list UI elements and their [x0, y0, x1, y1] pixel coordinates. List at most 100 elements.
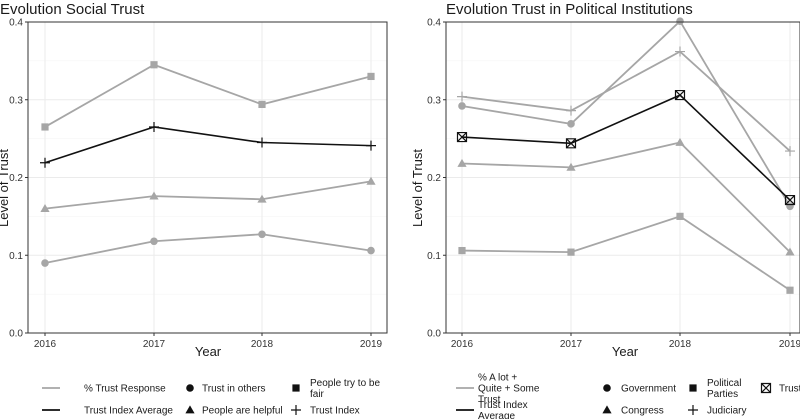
series-line: [461, 141, 791, 253]
social-trust-panel: Evolution Social Trust 0.0 0.1 0.2 0.3 0.4 20…: [0, 1, 388, 417]
y-tick-label: 0.1: [9, 251, 23, 262]
data-point: [40, 204, 50, 212]
x-axis-label: Year: [612, 344, 639, 359]
x-tick-label: 2019: [360, 339, 383, 350]
legend-label: Trust Index: [779, 384, 800, 395]
x-tick-label: 2017: [560, 339, 583, 350]
series-line: [44, 63, 372, 128]
legend-label: People try to be fair: [310, 378, 380, 400]
data-point: [676, 212, 684, 220]
data-point: [785, 146, 795, 157]
legend-label: % Trust Response: [84, 384, 166, 395]
legend-marker-key: [292, 384, 300, 392]
legend-label: Trust in others: [202, 384, 266, 395]
legend-marker-key: [760, 382, 772, 394]
legend-marker-key: [689, 384, 697, 392]
data-point: [785, 247, 795, 256]
y-axis-label: Level of Trust: [0, 149, 11, 227]
data-point: [676, 17, 684, 26]
data-point: [257, 137, 267, 148]
series-line: [44, 180, 372, 210]
data-point: [565, 138, 577, 149]
data-point: [567, 120, 575, 128]
data-point: [258, 100, 266, 109]
legend-marker-key: [185, 405, 195, 414]
x-axis-label: Year: [195, 344, 222, 359]
data-point: [674, 89, 686, 101]
data-point: [150, 61, 158, 69]
legend-label: Government: [621, 384, 676, 395]
data-point: [149, 121, 159, 132]
data-point: [457, 158, 467, 167]
data-point: [567, 248, 575, 256]
legend-label: % A lot + Quite + Some Trust: [478, 373, 540, 406]
data-point: [366, 140, 376, 151]
x-tick-label: 2018: [669, 339, 692, 350]
data-point: [367, 246, 375, 255]
y-tick-label: 0.3: [9, 95, 23, 106]
data-point: [149, 191, 159, 200]
data-point: [458, 246, 466, 255]
series-line: [461, 94, 791, 201]
legend-label: Judiciary: [707, 406, 746, 417]
chart-title: Evolution Trust in Political Institution…: [446, 1, 693, 18]
legend: % Trust Response Trust Index Average Trust…: [42, 378, 380, 417]
data-point: [458, 102, 466, 110]
data-point: [258, 230, 266, 239]
data-point: [784, 194, 796, 206]
plot-frame: [445, 21, 800, 334]
legend-marker-key: [688, 405, 698, 415]
data-point: [41, 259, 49, 267]
data-point: [367, 72, 375, 81]
data-point: [456, 131, 468, 143]
legend-label: Trust Index Average: [84, 406, 173, 417]
legend-marker-key: [291, 405, 301, 415]
plot-area: 0.0 0.1 0.2 0.3 0.4 2016 2017 2018 2019: [9, 18, 388, 350]
x-tick-label: 2016: [451, 339, 474, 350]
legend-label: Congress: [621, 406, 664, 417]
y-tick-label: 0.4: [427, 18, 441, 29]
legend-marker-key: [186, 384, 194, 392]
series-line: [461, 215, 791, 291]
y-tick-label: 0.4: [9, 18, 23, 29]
data-point: [566, 105, 576, 116]
y-axis-label: Level of Trust: [410, 149, 425, 227]
data-point: [150, 237, 158, 246]
legend-label: People are helpful: [202, 406, 283, 417]
y-tick-label: 0.2: [427, 173, 441, 184]
data-point: [366, 176, 376, 185]
x-tick-label: 2017: [143, 339, 166, 350]
chart-title: Evolution Social Trust: [0, 1, 145, 18]
y-tick-label: 0.0: [9, 329, 23, 340]
series-line: [461, 50, 791, 152]
data-point: [457, 91, 467, 102]
legend-marker-key: [602, 405, 612, 414]
legend-marker-key: [603, 384, 611, 392]
legend-label: Political Parties: [707, 378, 741, 400]
x-tick-label: 2018: [251, 339, 274, 350]
data-point: [786, 286, 794, 294]
legend-label: Trust Index: [310, 406, 360, 417]
series-line: [44, 233, 372, 264]
data-point: [675, 137, 685, 146]
data-point: [41, 123, 49, 131]
data-point: [675, 46, 685, 57]
data-point: [257, 194, 267, 203]
legend-label: Trust Index Average: [478, 400, 528, 419]
series-line: [44, 126, 372, 164]
x-tick-label: 2016: [34, 339, 57, 350]
x-tick-label: 2019: [779, 339, 800, 350]
data-point: [40, 157, 50, 168]
plot-area: 0.0 0.1 0.2 0.3 0.4 2016 2017 2018 2019: [427, 17, 800, 350]
data-point: [786, 202, 794, 211]
y-tick-label: 0.3: [427, 95, 441, 106]
data-point: [566, 162, 576, 171]
series-line: [461, 19, 791, 207]
y-tick-label: 0.2: [9, 173, 23, 184]
political-trust-panel: Evolution Trust in Political Institution…: [410, 1, 800, 419]
y-tick-label: 0.0: [427, 329, 441, 340]
y-tick-label: 0.1: [427, 251, 441, 262]
plot-frame: [27, 21, 388, 334]
